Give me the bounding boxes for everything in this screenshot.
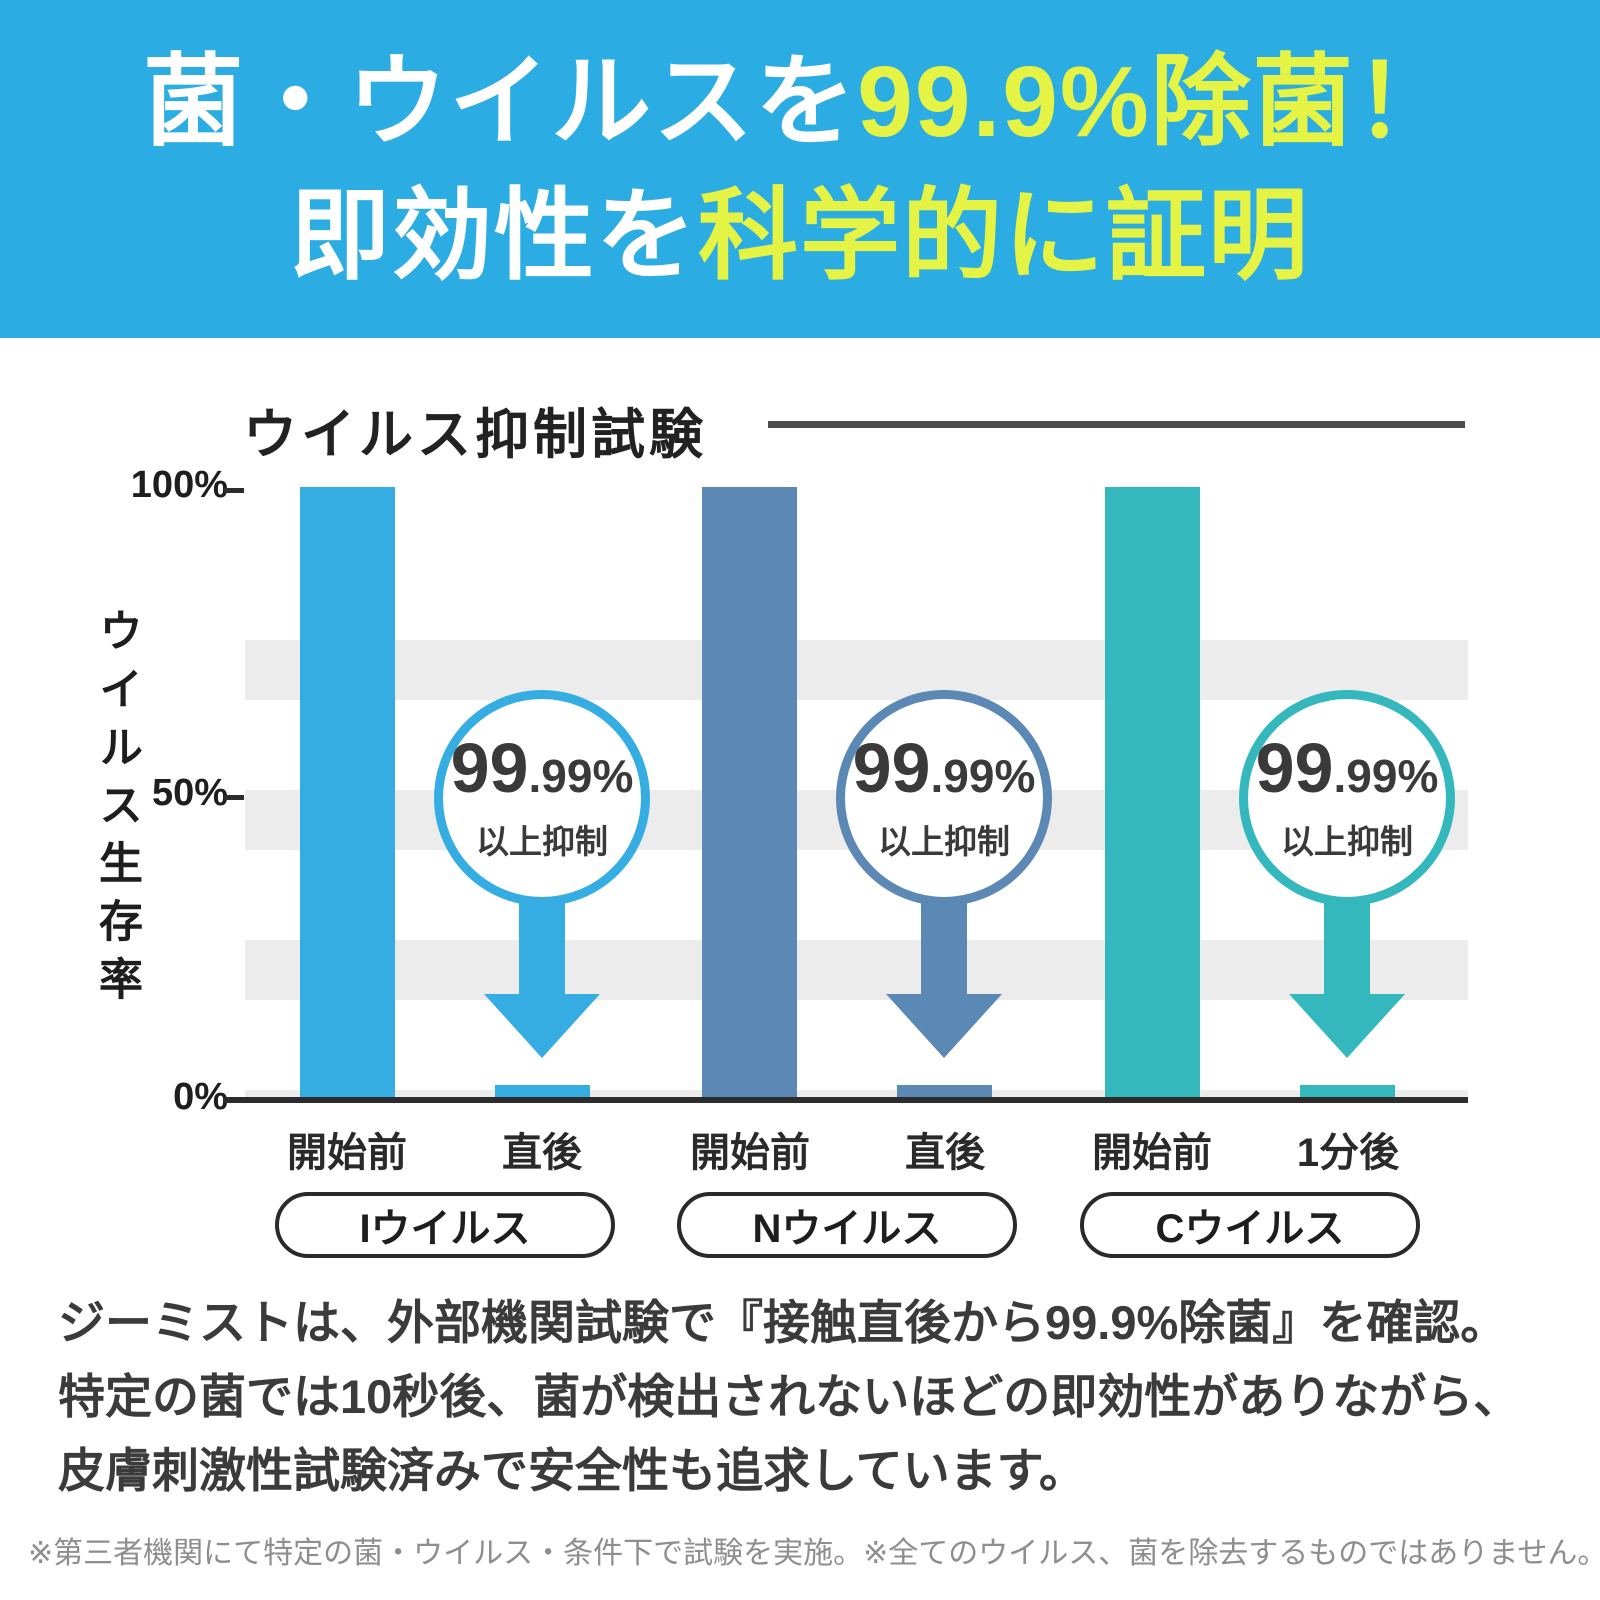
badge-percent: 99.99% bbox=[853, 733, 1036, 803]
virus-pill-n: Nウイルス bbox=[677, 1192, 1017, 1258]
y-tickmark-100 bbox=[224, 488, 244, 493]
header-line-2-highlight: 科学的に証明 bbox=[698, 180, 1310, 292]
bar-after-virus-i bbox=[495, 1085, 590, 1097]
virus-pill-c: Cウイルス bbox=[1080, 1192, 1420, 1258]
header-line-2: 即効性を科学的に証明 bbox=[290, 172, 1310, 300]
down-arrow-head-icon bbox=[484, 994, 600, 1058]
virus-pill-i: Iウイルス bbox=[275, 1192, 615, 1258]
suppression-badge-virus-c: 99.99% 以上抑制 bbox=[1239, 690, 1455, 906]
badge-percent-small: .99% bbox=[528, 750, 634, 802]
x-label-after: 1分後 bbox=[1296, 1131, 1400, 1175]
suppression-badge-virus-n: 99.99% 以上抑制 bbox=[836, 690, 1052, 906]
header-line-2-white: 即効性を bbox=[290, 180, 698, 292]
badge-percent-small: .99% bbox=[930, 750, 1036, 802]
badge-percent-small: .99% bbox=[1333, 750, 1439, 802]
header-banner: 菌・ウイルスを99.9%除菌！ 即効性を科学的に証明 bbox=[0, 0, 1600, 338]
header-line-1: 菌・ウイルスを99.9%除菌！ bbox=[143, 38, 1457, 166]
down-arrow-head-icon bbox=[1289, 994, 1405, 1058]
body-text-line-1: ジーミストは、外部機関試験で『接触直後から99.9%除菌』を確認。 bbox=[58, 1296, 1508, 1349]
bar-after-virus-n bbox=[897, 1085, 992, 1097]
x-label-after: 直後 bbox=[502, 1131, 582, 1175]
badge-percent: 99.99% bbox=[1256, 733, 1439, 803]
x-label-after: 直後 bbox=[905, 1131, 985, 1175]
badge-subtext: 以上抑制 bbox=[1281, 823, 1413, 860]
bar-before-virus-c bbox=[1105, 487, 1200, 1097]
down-arrow-shaft-icon bbox=[921, 898, 967, 996]
header-line-1-highlight: 99.9%除菌！ bbox=[857, 46, 1457, 158]
badge-subtext: 以上抑制 bbox=[476, 823, 608, 860]
badge-percent-big: 99 bbox=[450, 729, 529, 807]
title-rule bbox=[768, 421, 1465, 428]
badge-subtext: 以上抑制 bbox=[878, 823, 1010, 860]
footnote: ※第三者機関にて特定の菌・ウイルス・条件下で試験を実施。※全てのウイルス、菌を除… bbox=[28, 1537, 1600, 1570]
chart-title: ウイルス抑制試験 bbox=[243, 405, 707, 465]
x-axis-line bbox=[223, 1097, 1468, 1103]
y-tick-100: 100% bbox=[130, 464, 228, 506]
header-line-1-white: 菌・ウイルスを bbox=[143, 46, 858, 158]
y-tick-0: 0% bbox=[173, 1076, 228, 1118]
x-label-before: 開始前 bbox=[1092, 1131, 1212, 1175]
x-label-before: 開始前 bbox=[287, 1131, 407, 1175]
x-label-before: 開始前 bbox=[690, 1131, 810, 1175]
down-arrow-shaft-icon bbox=[1324, 898, 1370, 996]
y-axis-label: ウイルス生存率 bbox=[92, 608, 141, 1014]
bar-after-virus-c bbox=[1300, 1085, 1395, 1097]
badge-percent-big: 99 bbox=[1255, 729, 1334, 807]
body-text: ジーミストは、外部機関試験で『接触直後から99.9%除菌』を確認。 特定の菌では… bbox=[58, 1286, 1568, 1508]
down-arrow-head-icon bbox=[886, 994, 1002, 1058]
bar-before-virus-n bbox=[702, 487, 797, 1097]
badge-percent: 99.99% bbox=[451, 733, 634, 803]
down-arrow-shaft-icon bbox=[519, 898, 565, 996]
y-tickmark-50 bbox=[224, 795, 244, 800]
body-text-line-2: 特定の菌では10秒後、菌が検出されないほどの即効性がありながら、 bbox=[58, 1370, 1521, 1423]
badge-percent-big: 99 bbox=[852, 729, 931, 807]
y-tick-50: 50% bbox=[151, 772, 228, 814]
body-text-line-3: 皮膚刺激性試験済みで安全性も追求しています。 bbox=[58, 1444, 1086, 1497]
bar-before-virus-i bbox=[300, 487, 395, 1097]
suppression-badge-virus-i: 99.99% 以上抑制 bbox=[434, 690, 650, 906]
